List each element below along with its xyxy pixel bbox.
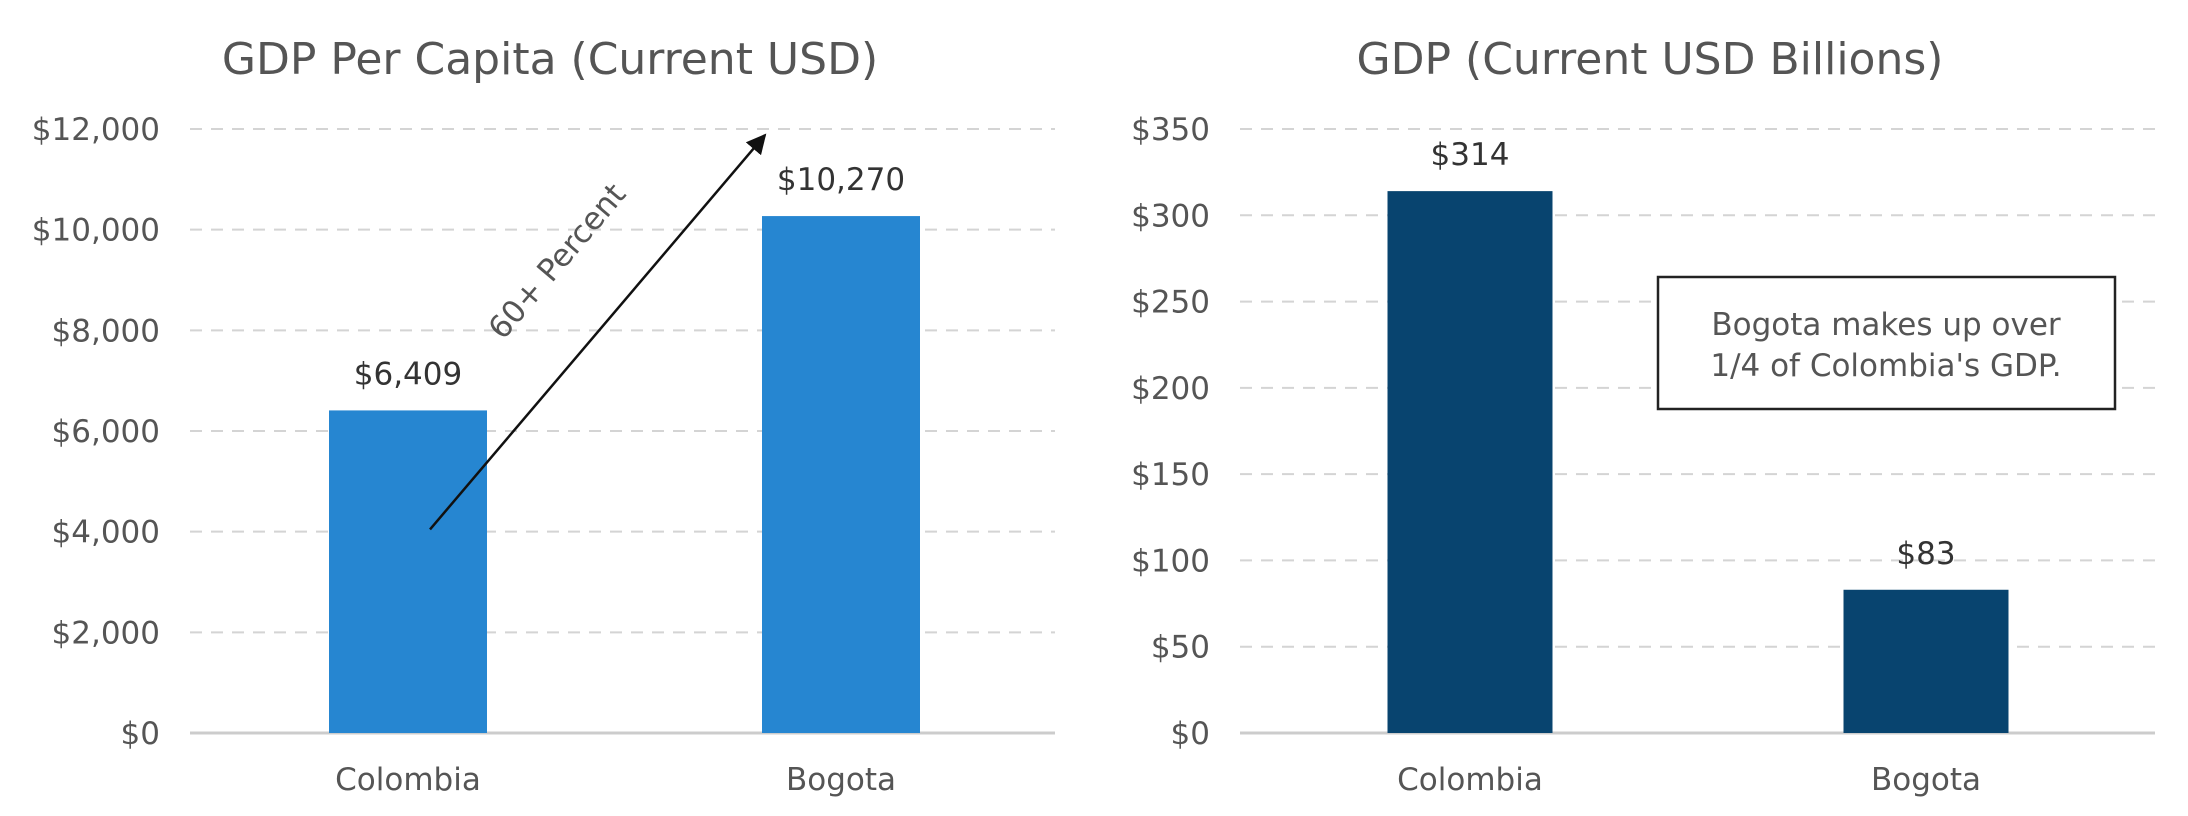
y-tick-label: $250 <box>1131 285 1210 321</box>
bar-bogota <box>762 216 920 733</box>
y-tick-label: $12,000 <box>32 112 160 148</box>
growth-annotation: 60+ Percent <box>482 177 634 347</box>
data-label: $6,409 <box>354 356 462 392</box>
bar-colombia <box>329 410 487 733</box>
gdp-total-chart: GDP (Current USD Billions) $0 $50 $100 $150… <box>1131 34 2155 798</box>
bar-colombia <box>1387 191 1553 733</box>
bar-bogota <box>1843 589 2009 733</box>
annotation-text-line: Bogota makes up over <box>1711 307 2061 343</box>
y-tick-label: $100 <box>1131 543 1210 579</box>
y-tick-label: $4,000 <box>52 515 160 551</box>
chart-title: GDP Per Capita (Current USD) <box>222 34 878 85</box>
x-tick-label: Colombia <box>335 762 481 798</box>
gdp-per-capita-chart: GDP Per Capita (Current USD) $0 $2,000 $4,… <box>32 34 1055 798</box>
y-tick-label: $0 <box>1171 716 1210 752</box>
y-tick-label: $300 <box>1131 198 1210 234</box>
x-tick-label: Bogota <box>786 762 896 798</box>
y-tick-label: $200 <box>1131 371 1210 407</box>
y-tick-label: $2,000 <box>52 615 160 651</box>
data-label: $314 <box>1431 137 1510 173</box>
data-label: $10,270 <box>777 162 905 198</box>
y-tick-label: $50 <box>1151 630 1210 666</box>
y-tick-label: $0 <box>121 716 160 752</box>
annotation-text-line: 1/4 of Colombia's GDP. <box>1710 348 2061 384</box>
annotation-box <box>1656 275 2117 411</box>
x-tick-label: Bogota <box>1871 762 1981 798</box>
y-tick-label: $150 <box>1131 457 1210 493</box>
y-tick-label: $10,000 <box>32 213 160 249</box>
data-label: $83 <box>1896 536 1955 572</box>
x-tick-label: Colombia <box>1397 762 1543 798</box>
y-tick-label: $350 <box>1131 112 1210 148</box>
growth-arrow <box>429 133 767 531</box>
chart-title: GDP (Current USD Billions) <box>1357 34 1944 85</box>
y-tick-label: $8,000 <box>52 313 160 349</box>
y-tick-label: $6,000 <box>52 414 160 450</box>
